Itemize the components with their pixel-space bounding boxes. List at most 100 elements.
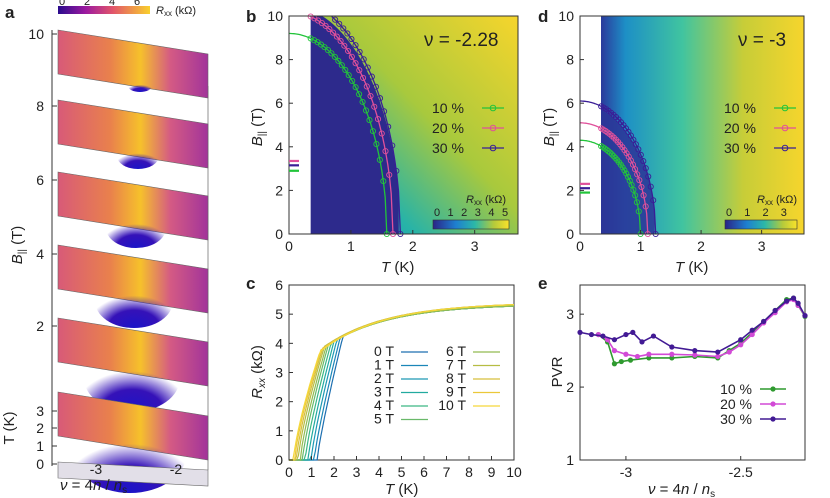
y-tick-label: 3 <box>566 306 574 322</box>
panel-a-base <box>57 461 209 487</box>
panel-a-b-ticks: 10 8 6 4 2 <box>28 26 57 334</box>
series-marker <box>356 91 363 98</box>
x-tick-label: 7 <box>443 464 451 480</box>
panel-a-nu-axis-label: ν = 4n / ns <box>60 477 127 496</box>
panel-a-b-tick-label: 10 <box>28 26 44 42</box>
legend-label: 4 T <box>374 397 394 413</box>
panel-b-zero-marks <box>289 159 299 172</box>
series-marker <box>605 148 612 155</box>
series-curve-30pct <box>331 16 402 235</box>
series-marker <box>338 62 345 69</box>
series-marker <box>342 66 349 74</box>
series-marker <box>637 151 644 158</box>
series-marker <box>378 130 385 137</box>
panel-a-t-tick-label: 3 <box>36 403 44 419</box>
series-marker <box>352 42 359 49</box>
rxx-curve-8T <box>289 304 515 461</box>
legend-label: 9 T <box>446 384 466 400</box>
series-marker <box>366 117 373 124</box>
panel-a-slice <box>57 29 209 99</box>
pvr-point <box>634 353 640 360</box>
pvr-point <box>669 355 675 361</box>
panel-a-b-tick-label: 6 <box>36 172 44 188</box>
panel-b-y-label: B|| (T) <box>249 108 268 147</box>
x-tick-label: 2 <box>409 238 417 254</box>
legend-label: 3 T <box>374 384 394 400</box>
panel-a-slice-dome <box>117 143 159 169</box>
rxx-curve-10T <box>289 304 514 461</box>
rxx-curve-4T <box>289 305 515 461</box>
legend-label: 1 T <box>374 357 394 373</box>
pvr-line-10pct <box>597 297 806 365</box>
series-marker <box>356 67 363 74</box>
panel-d-x-label: T (K) <box>675 259 708 276</box>
pvr-point <box>715 353 721 360</box>
series-marker <box>603 146 610 153</box>
y-tick-label: 1 <box>566 452 574 468</box>
panel-c-y-label: Rxx (kΩ) <box>249 345 268 399</box>
pvr-point <box>738 337 744 343</box>
series-marker <box>345 47 352 55</box>
series-marker <box>328 50 335 57</box>
legend-marker <box>770 386 776 392</box>
panel-c-legend: 0 T1 T2 T3 T4 T5 T 6 T7 T8 T9 T10 T <box>374 343 500 427</box>
panel-a-b-tick-label: 8 <box>36 98 44 114</box>
pvr-point <box>726 349 732 355</box>
series-marker <box>376 156 383 163</box>
series-marker <box>344 30 351 37</box>
series-marker <box>374 116 382 123</box>
legend-label: 5 T <box>374 411 394 427</box>
pvr-line-20pct <box>598 298 806 358</box>
pvr-point <box>630 329 636 335</box>
colorbar-tick-label: 2 <box>763 207 769 219</box>
y-tick-label: 4 <box>566 139 574 155</box>
panel-e-letter: e <box>538 274 547 293</box>
panel-a-colorbar-label: Rxx (kΩ) <box>156 5 196 18</box>
panel-a-colorbar-tick: 6 <box>134 0 140 8</box>
panel-a-slice <box>57 99 209 169</box>
series-marker <box>630 186 637 193</box>
pvr-point <box>738 342 744 348</box>
y-tick-label: 0 <box>566 226 574 242</box>
panel-a-t-axis-label: T (K) <box>1 411 18 444</box>
y-tick-label: 3 <box>275 365 283 381</box>
y-tick-label: 4 <box>275 139 283 155</box>
colorbar-tick-label: 0 <box>434 207 440 219</box>
pvr-point <box>623 351 629 357</box>
legend-label: 0 T <box>374 343 394 359</box>
panel-a-t-tick-label: 2 <box>36 420 44 436</box>
series-marker <box>331 53 338 60</box>
series-marker <box>638 183 645 191</box>
series-marker <box>359 74 367 81</box>
panel-d-frame <box>579 15 805 235</box>
legend-marker <box>781 144 789 152</box>
x-tick-label: 2 <box>697 238 705 254</box>
x-tick-label: 1 <box>637 238 645 254</box>
legend-label: 10 % <box>720 381 752 397</box>
colorbar-tick-label: 3 <box>475 207 481 219</box>
series-marker <box>369 128 376 135</box>
panel-a-nu-tick-label: -2 <box>170 461 183 477</box>
colorbar-tick-label: 0 <box>726 207 732 219</box>
panel-e-y-label: PVR <box>549 356 566 387</box>
series-marker <box>333 33 340 40</box>
panel-d-zero-marks <box>580 182 590 194</box>
x-tick-label: -2.5 <box>729 464 753 480</box>
panel-a-t-tick-label: 1 <box>36 438 44 454</box>
pvr-point <box>795 300 801 306</box>
colorbar-tick-label: 1 <box>448 207 454 219</box>
legend-label: 30 % <box>432 140 464 156</box>
series-marker <box>389 142 396 149</box>
panel-e-series <box>577 295 808 367</box>
panel-b-curves <box>288 13 404 238</box>
series-marker <box>367 92 374 100</box>
panel-e-ticks: -3 -2.5 1 2 3 <box>566 306 753 480</box>
panel-a-t-ticks: 32 1 0 <box>36 403 57 472</box>
series-marker <box>345 72 352 79</box>
